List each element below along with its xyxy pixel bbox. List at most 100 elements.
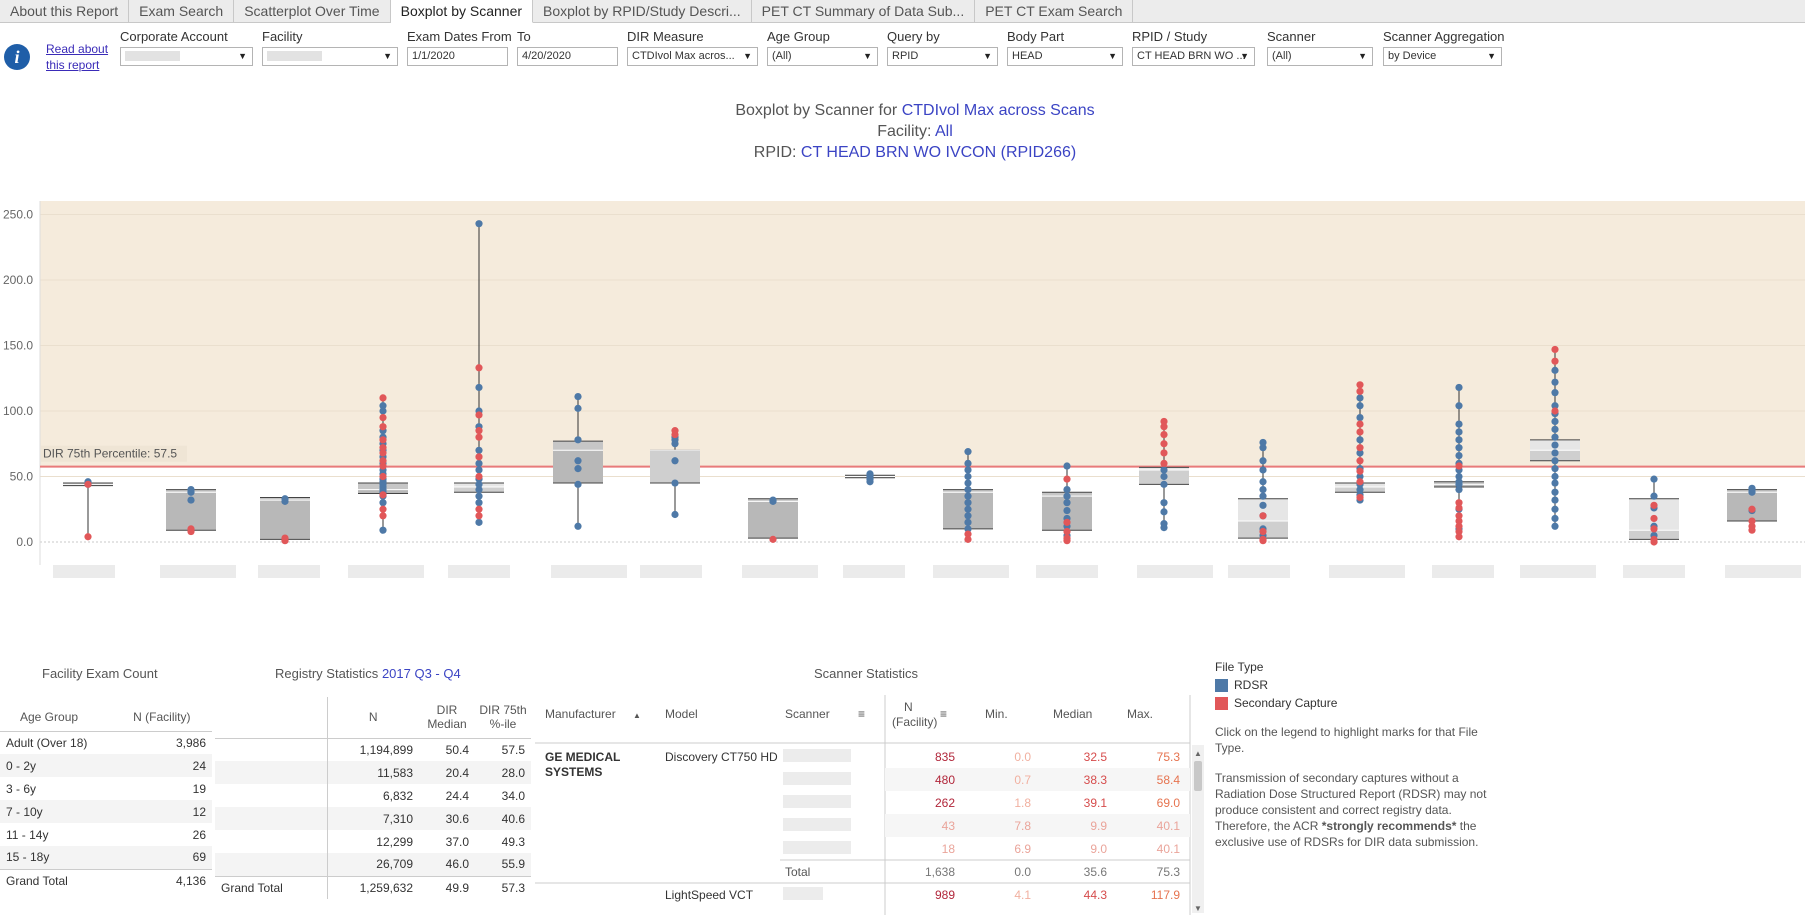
- legend-item-secondary-capture[interactable]: Secondary Capture: [1215, 696, 1505, 710]
- rdsr-point: [964, 479, 972, 487]
- info-icon[interactable]: i: [4, 44, 30, 70]
- secondary-capture-point: [1356, 467, 1364, 475]
- corporate-account-dropdown[interactable]: ▼: [120, 47, 253, 66]
- stat-cell: 44.3: [1084, 888, 1108, 902]
- redacted-scanner-cell: [783, 749, 851, 762]
- stat-cell: 40.1: [1157, 819, 1181, 833]
- secondary-capture-point: [379, 423, 387, 431]
- secondary-capture-point: [1748, 505, 1756, 513]
- secondary-capture-point: [1063, 534, 1071, 542]
- redacted-scanner-label: [258, 565, 320, 578]
- redacted-scanner-label: [843, 565, 905, 578]
- age-group-dropdown[interactable]: (All) ▼: [767, 47, 878, 66]
- secondary-capture-point: [1356, 381, 1364, 389]
- table-header-row: Age Group N (Facility): [0, 704, 212, 732]
- rdsr-point: [1259, 457, 1267, 465]
- legend-item-rdsr[interactable]: RDSR: [1215, 678, 1505, 692]
- column-header: Manufacturer: [545, 707, 616, 721]
- note-text: Transmission of secondary captures witho…: [1215, 771, 1487, 833]
- n-cell: 11,583: [327, 761, 419, 784]
- column-header: DIR 75th %-ile: [475, 697, 531, 739]
- column-header: N: [327, 697, 419, 739]
- n-cell: 1,259,632: [327, 875, 419, 899]
- facility-dropdown[interactable]: ▼: [262, 47, 398, 66]
- median-cell: 46.0: [419, 853, 475, 876]
- rdsr-point: [1551, 479, 1559, 487]
- rdsr-point: [1551, 417, 1559, 426]
- scanner-dropdown[interactable]: (All) ▼: [1267, 47, 1373, 66]
- rdsr-point: [187, 496, 195, 504]
- secondary-capture-point: [1063, 475, 1071, 483]
- dir-measure-dropdown[interactable]: CTDIvol Max acros... ▼: [627, 47, 758, 66]
- secondary-capture-point: [1356, 493, 1364, 502]
- rdsr-point: [574, 404, 582, 412]
- secondary-capture-point: [1748, 522, 1756, 530]
- n-cell: 6,832: [382, 788, 413, 803]
- secondary-capture-point: [1455, 533, 1463, 541]
- count-cell: 26: [192, 827, 206, 842]
- rdsr-point: [1455, 472, 1463, 481]
- secondary-capture-point: [1063, 518, 1071, 526]
- secondary-capture-point: [187, 525, 195, 533]
- registry-statistics-title: Registry Statistics 2017 Q3 - Q4: [275, 666, 461, 681]
- secondary-capture-point: [475, 433, 483, 441]
- redacted-scanner-label: [1520, 565, 1596, 578]
- tab-scatterplot-over-time[interactable]: Scatterplot Over Time: [234, 0, 391, 23]
- exam-dates-from-input[interactable]: 1/1/2020: [407, 47, 508, 66]
- report-tab-bar: About this Report Exam Search Scatterplo…: [0, 0, 1805, 23]
- chevron-down-icon: ▼: [1358, 51, 1367, 61]
- secondary-capture-point: [1356, 428, 1364, 436]
- query-by-dropdown[interactable]: RPID ▼: [887, 47, 998, 66]
- y-tick-label: 100.0: [3, 404, 33, 418]
- secondary-capture-point: [379, 413, 387, 422]
- n-cell: 1,194,899: [359, 742, 413, 757]
- tab-about-this-report[interactable]: About this Report: [0, 0, 130, 23]
- legend-label: Secondary Capture: [1234, 696, 1338, 710]
- chevron-down-icon: ▼: [983, 51, 992, 61]
- row-stripe: [885, 768, 1190, 791]
- median-cell: 37.0: [445, 834, 469, 849]
- stat-cell: 989: [935, 888, 955, 902]
- secondary-capture-point: [379, 505, 387, 513]
- secondary-capture-point: [1160, 417, 1168, 426]
- redacted-scanner-label: [742, 565, 818, 578]
- age-group-cell: Grand Total: [0, 868, 124, 892]
- tab-boxplot-by-scanner[interactable]: Boxplot by Scanner: [390, 0, 534, 23]
- count-cell: 12: [123, 800, 212, 823]
- rdsr-point: [1160, 499, 1168, 507]
- filter-age-group: Age Group (All) ▼: [767, 29, 878, 66]
- rdsr-point: [1551, 522, 1559, 530]
- rdsr-point: [475, 480, 483, 488]
- body-part-dropdown[interactable]: HEAD ▼: [1007, 47, 1123, 66]
- read-about-report-link[interactable]: Read about this report: [46, 42, 109, 72]
- rdsr-point: [1160, 508, 1168, 516]
- table-header-row: N DIR Median DIR 75th %-ile: [215, 697, 531, 739]
- stat-cell: 6.9: [1014, 842, 1031, 856]
- table-row: 6,832 24.4 34.0: [215, 784, 531, 807]
- secondary-capture-point: [475, 453, 483, 461]
- boxplot-chart: 0.0 50.0 100.0 150.0 200.0 250.0 DIR 75th Perc…: [3, 201, 1805, 578]
- tab-exam-search[interactable]: Exam Search: [129, 0, 235, 23]
- box-lower: [650, 450, 700, 484]
- scanner-boxplot: [748, 496, 798, 543]
- rdsr-point: [1650, 492, 1658, 500]
- rdsr-point: [1259, 492, 1267, 500]
- stat-cell: 1.8: [1014, 796, 1031, 810]
- rdsr-point: [574, 480, 582, 488]
- stat-cell: 18: [942, 842, 956, 856]
- rpid-study-dropdown[interactable]: CT HEAD BRN WO ... ▼: [1132, 47, 1255, 66]
- tab-boxplot-by-rpid[interactable]: Boxplot by RPID/Study Descri...: [533, 0, 752, 23]
- tab-pet-ct-exam-search[interactable]: PET CT Exam Search: [975, 0, 1134, 23]
- scanner-aggregation-dropdown[interactable]: by Device ▼: [1383, 47, 1502, 66]
- total-cell: 0.0: [1014, 865, 1031, 879]
- rdsr-point: [1551, 378, 1559, 386]
- rdsr-point: [1551, 496, 1559, 504]
- dropdown-value: CTDIvol Max acros...: [632, 50, 735, 62]
- secondary-capture-point: [475, 512, 483, 520]
- dropdown-value: (All): [772, 50, 792, 62]
- age-group-cell: 11 - 14y: [6, 827, 49, 842]
- tab-pet-ct-summary[interactable]: PET CT Summary of Data Sub...: [752, 0, 976, 23]
- exam-dates-to-input[interactable]: 4/20/2020: [517, 47, 618, 66]
- secondary-capture-point: [1356, 457, 1364, 465]
- secondary-capture-point: [379, 457, 387, 465]
